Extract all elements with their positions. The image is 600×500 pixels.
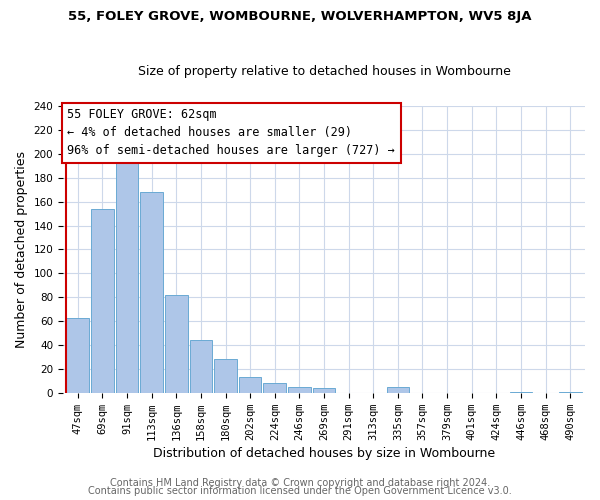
X-axis label: Distribution of detached houses by size in Wombourne: Distribution of detached houses by size … <box>153 447 495 460</box>
Bar <box>190 340 212 393</box>
Bar <box>214 360 237 393</box>
Text: 55, FOLEY GROVE, WOMBOURNE, WOLVERHAMPTON, WV5 8JA: 55, FOLEY GROVE, WOMBOURNE, WOLVERHAMPTO… <box>68 10 532 23</box>
Title: Size of property relative to detached houses in Wombourne: Size of property relative to detached ho… <box>137 66 511 78</box>
Bar <box>386 387 409 393</box>
Bar <box>165 295 188 393</box>
Bar <box>509 392 532 393</box>
Text: Contains public sector information licensed under the Open Government Licence v3: Contains public sector information licen… <box>88 486 512 496</box>
Bar <box>116 164 139 393</box>
Text: Contains HM Land Registry data © Crown copyright and database right 2024.: Contains HM Land Registry data © Crown c… <box>110 478 490 488</box>
Bar <box>67 318 89 393</box>
Bar <box>288 387 311 393</box>
Bar <box>140 192 163 393</box>
Text: 55 FOLEY GROVE: 62sqm
← 4% of detached houses are smaller (29)
96% of semi-detac: 55 FOLEY GROVE: 62sqm ← 4% of detached h… <box>67 108 395 158</box>
Bar <box>91 209 114 393</box>
Bar <box>313 388 335 393</box>
Bar <box>263 384 286 393</box>
Bar <box>559 392 581 393</box>
Y-axis label: Number of detached properties: Number of detached properties <box>15 151 28 348</box>
Bar <box>239 378 262 393</box>
